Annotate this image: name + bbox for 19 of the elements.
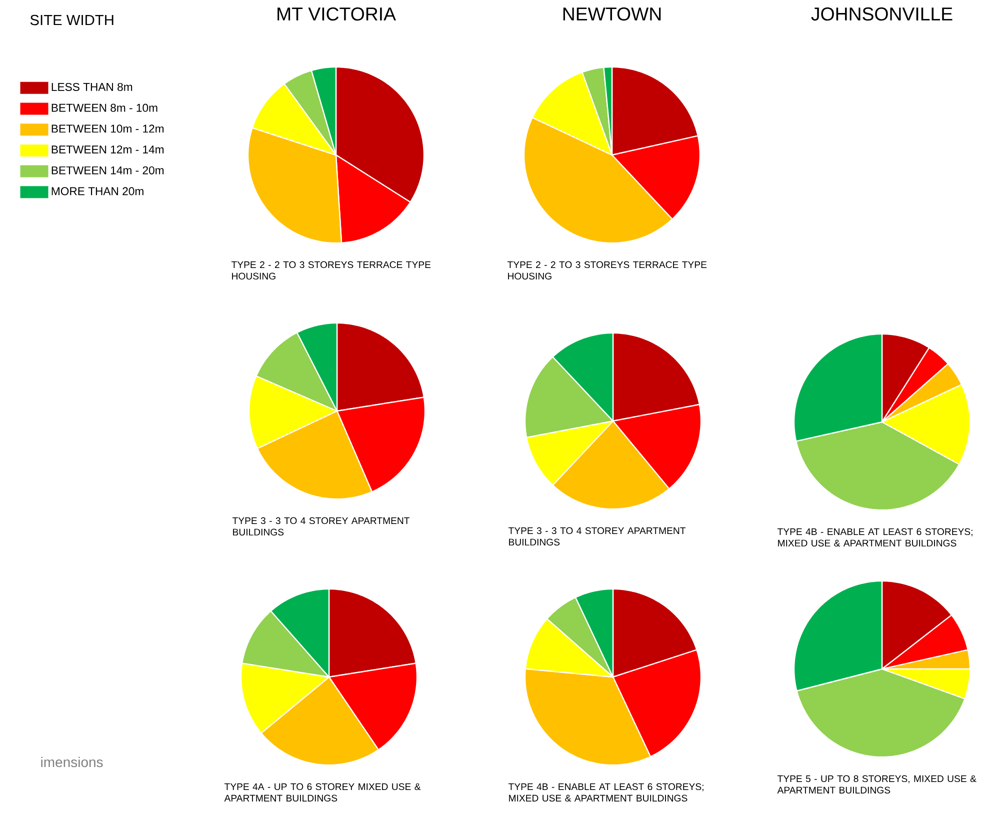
legend-label: MORE THAN 20m (52, 187, 144, 196)
text: imensions (41, 756, 103, 768)
legend-label: BETWEEN 14m - 20m (52, 166, 164, 174)
chart-title: JOHNSONVILLE (811, 7, 952, 21)
text: TYPE 4A - UP TO 6 STOREY MIXED USE & APARTMENT BUILDINGS (224, 783, 421, 802)
legend-label: BETWEEN 12m - 14m (52, 145, 164, 154)
chart-title: MT VICTORIA (278, 7, 396, 21)
legend-title: SITE WIDTH (30, 14, 114, 26)
chart-title: NEWTOWN (563, 7, 661, 21)
text: TYPE 3 - 3 TO 4 STOREY APARTMENT BUILDINGS (508, 527, 686, 546)
legend-label: LESS THAN 8m (52, 82, 132, 91)
legend-label: BETWEEN 8m - 10m (52, 104, 158, 112)
text: TYPE 2 - 2 TO 3 STOREYS TERRACE TYPE HOUSING (231, 261, 431, 280)
text: TYPE 2 - 2 TO 3 STOREYS TERRACE TYPE HOUSING (507, 261, 707, 280)
text: TYPE 4B - ENABLE AT LEAST 6 STOREYS; MIXED USE & APARTMENT BUILDINGS (777, 528, 972, 547)
text: TYPE 3 - 3 TO 4 STOREY APARTMENT BUILDINGS (232, 517, 410, 536)
legend-label: BETWEEN 10m - 12m (52, 124, 164, 133)
text: TYPE 5 - UP TO 8 STOREYS, MIXED USE & APARTMENT BUILDINGS (777, 775, 976, 794)
text: TYPE 4B - ENABLE AT LEAST 6 STOREYS; MIXED USE & APARTMENT BUILDINGS (508, 783, 704, 802)
